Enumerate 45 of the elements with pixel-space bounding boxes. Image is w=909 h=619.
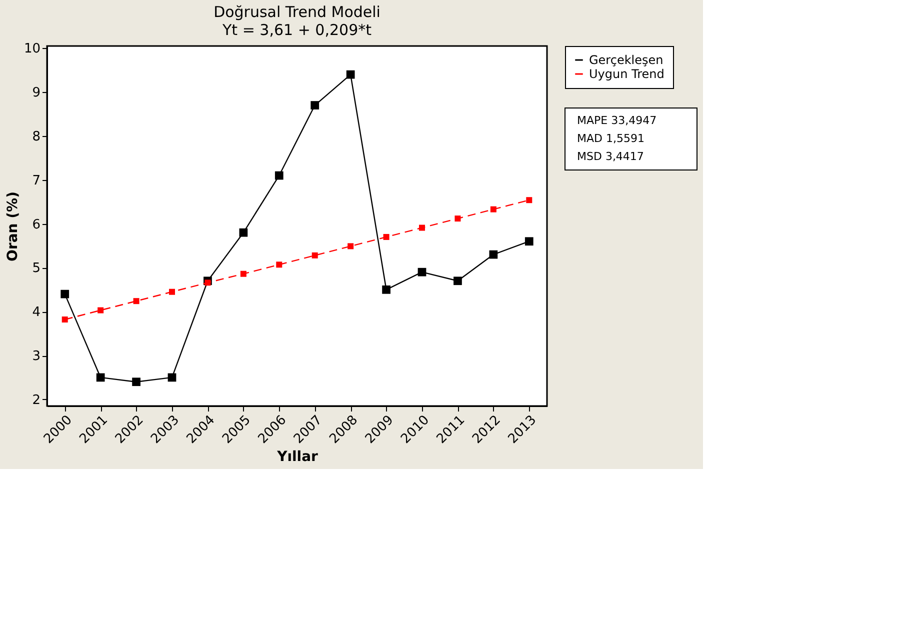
point: [382, 285, 390, 294]
point: [310, 101, 320, 110]
point: [240, 270, 246, 277]
text: MAPE 33,4947: [577, 114, 657, 127]
point: [239, 228, 248, 237]
point: [96, 373, 105, 382]
point: [204, 280, 211, 286]
y-tick-label: 4: [32, 305, 40, 320]
x-axis-title: Yıllar: [276, 449, 318, 466]
y-tick-label: 2: [32, 392, 40, 408]
point: [62, 316, 68, 323]
y-tick-label: 9: [32, 86, 40, 101]
point: [490, 206, 496, 212]
text: MAD 1,5591: [577, 132, 644, 145]
legend-label: Gerçekleşen: [589, 53, 664, 67]
point: [132, 378, 140, 386]
point: [489, 250, 498, 259]
point: [133, 298, 140, 304]
chart-subtitle: Yt = 3,61 + 0,209*t: [222, 21, 372, 40]
y-tick-label: 5: [32, 261, 40, 276]
point: [526, 197, 532, 204]
y-tick-label: 10: [24, 42, 40, 57]
y-tick-label: 7: [32, 173, 40, 188]
point: [168, 373, 176, 382]
point: [276, 262, 282, 268]
text: MSD 3,4417: [577, 150, 644, 163]
point: [418, 268, 426, 276]
point: [98, 307, 104, 314]
point: [60, 290, 70, 298]
chart-title: Doğrusal Trend Modeli: [214, 3, 380, 22]
point: [274, 171, 284, 180]
point: [454, 276, 462, 286]
point: [312, 252, 318, 258]
point: [348, 243, 354, 250]
y-tick-label: 6: [32, 217, 40, 232]
point: [419, 224, 425, 231]
point: [383, 234, 390, 240]
y-tick-label: 3: [32, 349, 40, 364]
point: [524, 237, 534, 246]
y-axis-title: Oran (%): [4, 192, 21, 262]
point: [454, 216, 461, 222]
point: [169, 288, 175, 295]
point: [346, 70, 355, 79]
y-tick-label: 8: [32, 130, 40, 144]
legend-label: Uygun Trend: [589, 67, 664, 81]
